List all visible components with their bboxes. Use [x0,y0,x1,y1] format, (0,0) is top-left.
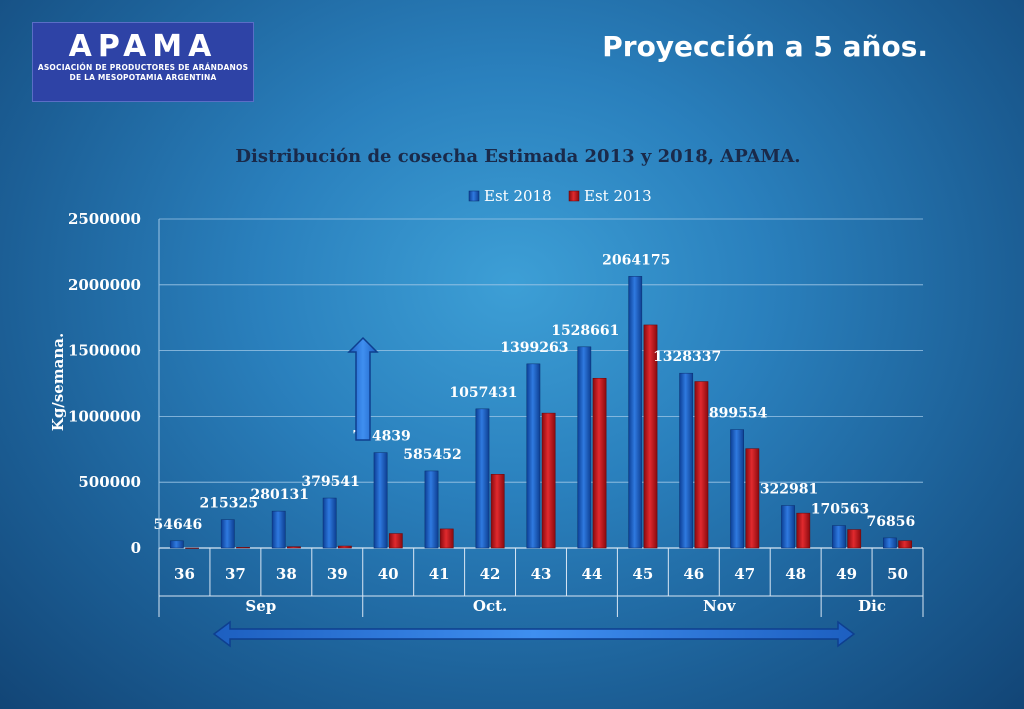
chart-title: Distribución de cosecha Estimada 2013 y … [235,146,800,167]
x-tick-label: 47 [734,565,755,583]
bar-est-2018 [373,452,388,549]
bar-est-2013 [287,546,301,549]
up-arrow-icon [347,336,379,441]
month-label: Dic [858,597,886,615]
data-label: 585452 [403,447,461,463]
bar-est-2013 [541,412,556,549]
data-label: 1328337 [653,349,721,365]
bar-est-2013 [694,381,709,549]
data-label: 215325 [200,496,258,512]
y-tick-label: 2000000 [68,276,141,294]
data-label: 1057431 [449,385,517,401]
bar-est-2013 [847,529,862,549]
data-label: 170563 [811,502,869,518]
bar-est-2013 [439,528,454,549]
bar-est-2013 [898,540,913,549]
x-tick-label: 46 [683,565,704,583]
bar-est-2013 [388,533,403,549]
data-label: 1528661 [551,323,619,339]
legend-label-est-2013: Est 2013 [584,187,652,205]
data-label: 76856 [867,514,916,530]
bar-est-2018 [679,372,694,549]
x-tick-label: 36 [174,565,195,583]
logo-subtitle-line2: DE LA MESOPOTAMIA ARGENTINA [69,73,217,82]
legend-swatch-est-2018 [468,190,480,202]
x-tick-label: 40 [378,565,399,583]
data-label: 280131 [250,487,308,503]
bar-est-2013 [236,547,250,549]
apama-logo: APAMA ASOCIACIÓN DE PRODUCTORES DE ARÁND… [32,22,254,102]
x-tick-label: 39 [327,565,348,583]
bar-est-2013 [338,545,352,549]
legend-label-est-2018: Est 2018 [484,187,552,205]
slide-title: Proyección a 5 años. [602,30,928,63]
data-label: 1399263 [500,340,568,356]
bar-est-2013 [745,448,760,549]
x-tick-label: 49 [836,565,857,583]
bar-est-2013 [592,377,607,549]
bar-est-2018 [271,510,286,549]
bar-est-2018 [169,540,184,549]
x-tick-label: 43 [531,565,552,583]
legend-swatch-est-2013 [568,190,580,202]
data-label: 899554 [709,406,768,422]
data-label: 379541 [301,474,359,490]
x-tick-label: 44 [581,565,602,583]
x-tick-label: 38 [276,565,297,583]
bar-est-2018 [832,525,846,549]
logo-subtitle-line1: ASOCIACIÓN DE PRODUCTORES DE ARÁNDANOS [37,63,249,72]
y-tick-label: 500000 [78,473,141,491]
bar-est-2018 [628,276,643,549]
bar-est-2013 [490,474,505,549]
bar-est-2018 [577,346,592,549]
y-tick-label: 0 [131,539,141,557]
data-label: 54646 [153,517,202,533]
bar-est-2018 [322,497,337,549]
bar-est-2018 [475,408,490,549]
x-tick-label: 37 [225,565,246,583]
x-tick-label: 42 [480,565,501,583]
bar-est-2013 [185,547,199,549]
month-label: Nov [703,597,737,615]
bar-est-2018 [730,429,744,549]
month-label: Oct. [473,597,507,615]
y-tick-label: 2500000 [68,210,141,228]
bar-est-2018 [424,470,439,549]
bar-est-2018 [526,363,541,549]
bar-est-2018 [883,537,897,549]
data-label: 322981 [760,481,818,497]
bar-est-2018 [220,519,235,549]
x-tick-label: 48 [785,565,806,583]
bar-est-2018 [781,505,795,549]
x-tick-label: 41 [429,565,450,583]
chart-legend: Est 2018 Est 2013 [468,187,652,205]
double-arrow-icon [212,620,856,648]
y-tick-label: 1000000 [68,407,141,425]
bar-est-2013 [643,324,658,549]
x-tick-label: 50 [887,565,908,583]
month-label: Sep [245,597,276,615]
data-label: 2064175 [602,252,670,268]
y-tick-label: 1500000 [68,342,141,360]
bar-est-2013 [796,512,811,549]
logo-name: APAMA [68,29,218,64]
x-tick-label: 45 [632,565,653,583]
y-axis-label: Kg/semana. [49,333,67,431]
